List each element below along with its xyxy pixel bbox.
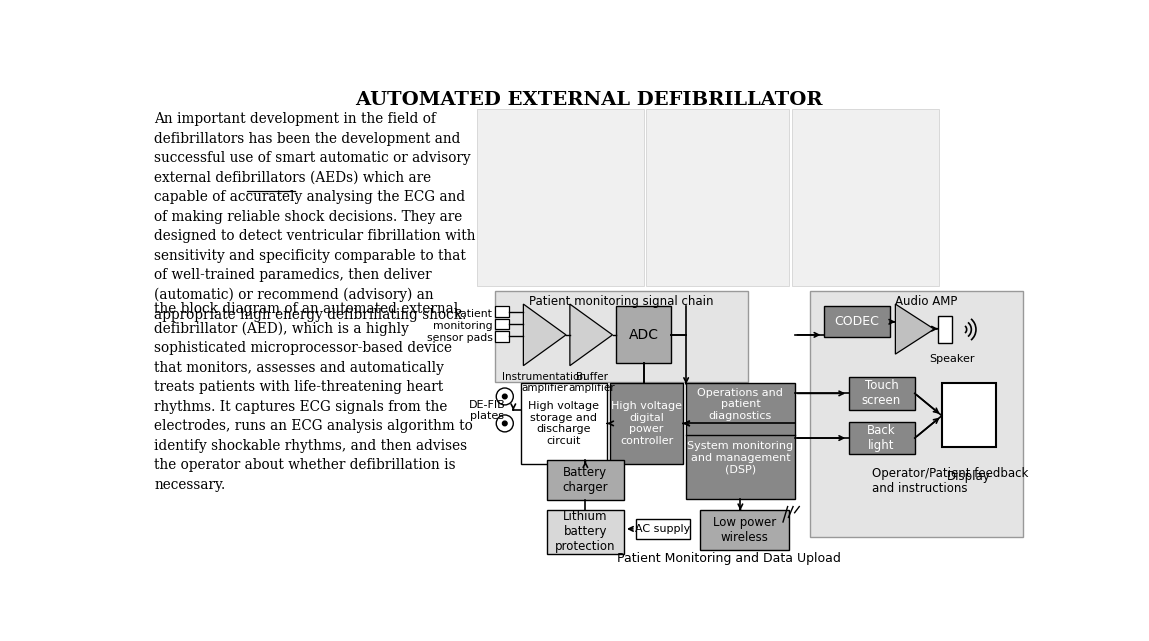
Bar: [495, 331, 509, 342]
Bar: [700, 510, 789, 550]
Circle shape: [496, 415, 514, 432]
Text: AC supply: AC supply: [635, 524, 691, 534]
Text: CODEC: CODEC: [834, 315, 879, 328]
Bar: [547, 460, 624, 501]
Polygon shape: [895, 304, 934, 354]
Polygon shape: [570, 304, 612, 365]
Text: High voltage
storage and
discharge
circuit: High voltage storage and discharge circu…: [529, 401, 599, 446]
Bar: [495, 319, 509, 329]
Text: DE-FIB
plates: DE-FIB plates: [469, 399, 506, 421]
Text: AUTOMATED EXTERNAL DEFIBRILLATOR: AUTOMATED EXTERNAL DEFIBRILLATOR: [355, 91, 823, 109]
Bar: [477, 109, 643, 287]
Bar: [495, 306, 509, 317]
Text: Speaker: Speaker: [930, 354, 974, 364]
Bar: [824, 306, 890, 337]
Bar: [792, 109, 939, 287]
Bar: [942, 383, 996, 447]
Bar: [495, 291, 748, 382]
Text: Low power
wireless: Low power wireless: [712, 515, 776, 544]
Text: Lithium
battery
protection: Lithium battery protection: [555, 510, 616, 553]
Circle shape: [502, 394, 507, 399]
Bar: [520, 383, 607, 464]
Text: Instrumentation
amplifier: Instrumentation amplifier: [502, 372, 586, 394]
Bar: [849, 377, 915, 410]
Text: An important development in the field of
defibrillators has been the development: An important development in the field of…: [154, 112, 476, 322]
Text: High voltage
digital
power
controller: High voltage digital power controller: [611, 401, 683, 446]
Circle shape: [502, 421, 507, 426]
Text: Patient monitoring signal chain: Patient monitoring signal chain: [529, 295, 714, 308]
Bar: [610, 383, 683, 464]
Text: Audio AMP: Audio AMP: [895, 295, 957, 308]
Text: Operations and
patient
diagnostics: Operations and patient diagnostics: [697, 388, 784, 420]
Bar: [547, 510, 624, 554]
Circle shape: [496, 388, 514, 405]
Text: Battery
charger: Battery charger: [563, 467, 608, 494]
Text: Patient
monitoring
sensor pads: Patient monitoring sensor pads: [426, 310, 493, 343]
Bar: [810, 291, 1024, 537]
Polygon shape: [524, 304, 566, 365]
Text: the block diagram of an automated external
defibrillator (AED), which is a highl: the block diagram of an automated extern…: [154, 302, 473, 492]
Bar: [938, 315, 953, 344]
Text: Buffer
amplifier: Buffer amplifier: [569, 372, 615, 394]
Bar: [635, 519, 691, 539]
Text: ADC: ADC: [629, 328, 658, 342]
Text: Touch
screen: Touch screen: [862, 379, 901, 408]
Text: Operator/Patient feedback
and instructions: Operator/Patient feedback and instructio…: [872, 467, 1028, 495]
Text: Patient Monitoring and Data Upload: Patient Monitoring and Data Upload: [617, 553, 841, 565]
Bar: [646, 109, 789, 287]
Text: Display: Display: [947, 470, 990, 483]
Bar: [849, 422, 915, 454]
Bar: [616, 306, 671, 363]
Bar: [686, 383, 795, 499]
Text: System monitoring
and management
(DSP): System monitoring and management (DSP): [687, 442, 794, 475]
Text: Back
light: Back light: [867, 424, 896, 452]
